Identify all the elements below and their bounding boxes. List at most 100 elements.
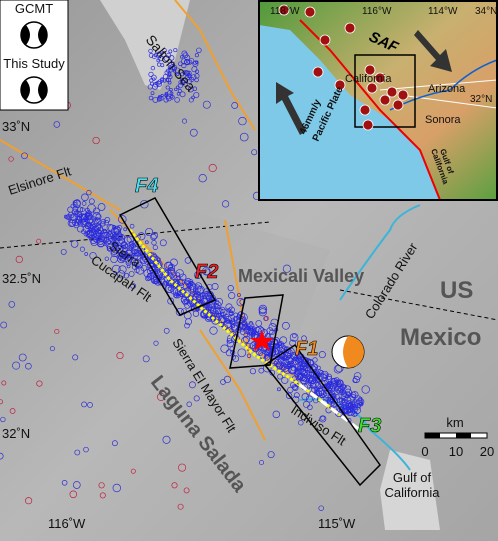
event [49, 346, 55, 352]
border [339, 289, 498, 321]
event [333, 387, 338, 392]
event [116, 224, 123, 231]
event [327, 384, 336, 393]
inset-state: Sonora [425, 114, 461, 126]
event [277, 373, 283, 380]
event [284, 346, 291, 353]
event [322, 372, 328, 378]
event [323, 395, 329, 401]
segment-label: F3 [358, 415, 381, 437]
event [164, 93, 168, 97]
event [9, 408, 16, 414]
event [258, 459, 265, 466]
event [202, 100, 211, 109]
event [94, 226, 100, 232]
event [106, 231, 114, 240]
event [21, 152, 28, 160]
event [53, 121, 61, 128]
event [344, 388, 352, 396]
event [91, 233, 95, 238]
event [157, 55, 164, 62]
event [151, 240, 157, 246]
event [174, 87, 178, 92]
event [301, 335, 307, 342]
place-label: California [385, 485, 441, 500]
event [148, 95, 154, 101]
event [312, 377, 319, 383]
event [307, 376, 317, 385]
event [297, 356, 302, 361]
event [222, 200, 230, 208]
event [77, 206, 84, 213]
inset-lat: 32°N [470, 94, 492, 105]
event [225, 303, 233, 311]
event [246, 353, 252, 358]
event [333, 377, 340, 384]
event [279, 336, 288, 345]
event [192, 86, 198, 92]
colorado-river [339, 204, 421, 301]
event [186, 401, 192, 407]
event [91, 216, 96, 221]
salton-sea [100, 0, 190, 90]
event [167, 80, 172, 85]
event [228, 292, 236, 300]
event [67, 211, 75, 219]
event [150, 233, 157, 241]
event [264, 354, 269, 359]
event [320, 415, 326, 421]
event [318, 351, 326, 359]
scale-tick: 0 [421, 444, 428, 459]
event [354, 400, 362, 409]
event [146, 261, 154, 269]
event [349, 405, 355, 411]
event [1, 380, 7, 386]
event [165, 284, 175, 294]
event [239, 329, 246, 335]
event [175, 280, 179, 284]
event [336, 388, 344, 395]
event [358, 401, 364, 407]
event [110, 232, 118, 240]
event [8, 301, 16, 308]
event [297, 365, 304, 372]
event [173, 48, 178, 53]
event [242, 335, 251, 343]
event [290, 381, 296, 388]
event [36, 380, 43, 387]
event [84, 221, 92, 230]
event [162, 74, 169, 80]
event [81, 201, 87, 206]
scale-unit: km [446, 415, 463, 430]
event [247, 325, 253, 332]
lat-label: 32.5˚N [2, 271, 41, 286]
country-label: Mexico [400, 324, 481, 351]
event [130, 468, 136, 474]
event [177, 503, 184, 510]
event [96, 239, 105, 248]
event [198, 174, 207, 183]
lon-label: 116˚W [48, 516, 86, 531]
event [150, 91, 155, 95]
event [143, 269, 152, 278]
event [144, 257, 152, 266]
event [79, 246, 85, 252]
event [128, 270, 135, 277]
event [110, 248, 119, 258]
event [90, 225, 100, 235]
event [180, 58, 188, 65]
event [228, 310, 234, 316]
event [61, 479, 68, 486]
event [130, 252, 139, 261]
event [118, 237, 126, 244]
lon-label: 115˚W [318, 516, 356, 531]
event [111, 440, 118, 447]
event [296, 354, 302, 359]
event [125, 260, 132, 266]
event [282, 264, 291, 273]
event [319, 415, 327, 423]
segment-label: F4 [135, 175, 158, 197]
event [160, 93, 164, 98]
inset-lat: 34°N [475, 6, 497, 17]
